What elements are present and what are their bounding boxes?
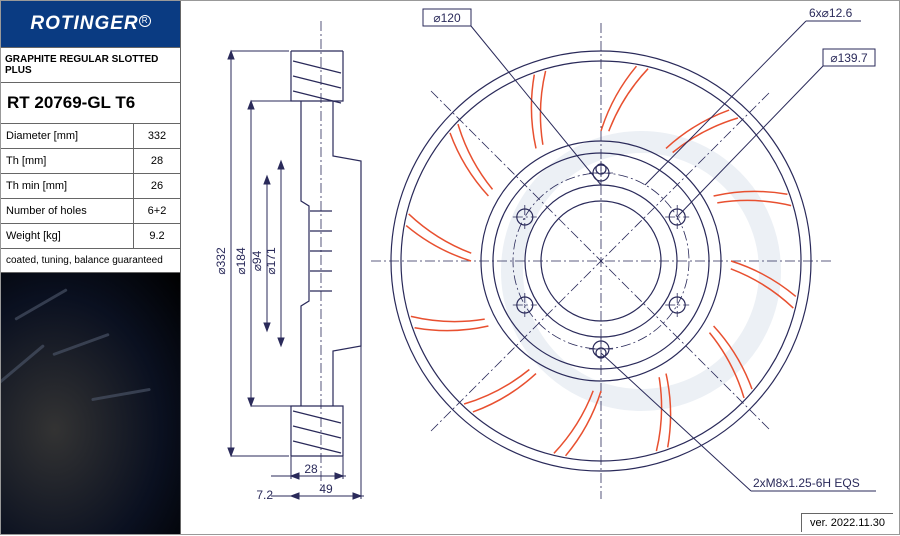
callout-thread: 2xM8x1.25-6H EQS — [753, 476, 860, 490]
spec-label: Th min [mm] — [1, 174, 134, 198]
drawing-svg: ⌀332 ⌀184 ⌀94 ⌀171 — [181, 1, 900, 536]
spec-label: Weight [kg] — [1, 224, 134, 248]
dim-center-bore: ⌀94 — [250, 250, 264, 271]
spec-value: 9.2 — [134, 224, 180, 248]
spec-value: 332 — [134, 124, 180, 148]
callout-center: ⌀120 — [433, 11, 461, 25]
spec-label: Th [mm] — [1, 149, 134, 173]
part-number: RT 20769-GL T6 — [1, 83, 180, 124]
spec-value: 6+2 — [134, 199, 180, 223]
spec-row: Diameter [mm] 332 — [1, 124, 180, 149]
spec-label: Number of holes — [1, 199, 134, 223]
spec-row: Th [mm] 28 — [1, 149, 180, 174]
callout-pcd: ⌀139.7 — [830, 51, 868, 65]
spec-value: 28 — [134, 149, 180, 173]
brand-name: ROTINGER — [30, 13, 138, 34]
dim-outer-d: ⌀332 — [214, 247, 228, 275]
product-type: GRAPHITE REGULAR SLOTTED PLUS — [1, 48, 180, 83]
registered-icon: R — [139, 15, 151, 27]
spec-row: Weight [kg] 9.2 — [1, 224, 180, 249]
dim-hub-depth: 49 — [319, 482, 333, 496]
spec-label: Diameter [mm] — [1, 124, 134, 148]
dim-offset: 7.2 — [256, 488, 273, 502]
notes: coated, tuning, balance guaranteed — [1, 249, 180, 273]
technical-drawing: ⌀332 ⌀184 ⌀94 ⌀171 — [181, 1, 899, 534]
front-view: ⌀120 6x⌀12.6 ⌀139.7 2xM8x1.25-6H EQS — [371, 6, 876, 499]
dim-bolt-ref: ⌀171 — [264, 247, 278, 275]
callout-bolt: 6x⌀12.6 — [809, 6, 853, 20]
brand-logo: ROTINGERR — [1, 1, 180, 48]
drawing-sheet: ROTINGERR GRAPHITE REGULAR SLOTTED PLUS … — [0, 0, 900, 535]
side-view: ⌀332 ⌀184 ⌀94 ⌀171 — [214, 21, 364, 502]
dim-thickness: 28 — [304, 462, 318, 476]
info-panel: ROTINGERR GRAPHITE REGULAR SLOTTED PLUS … — [1, 1, 181, 534]
spec-row: Th min [mm] 26 — [1, 174, 180, 199]
product-photo — [1, 273, 180, 534]
spec-row: Number of holes 6+2 — [1, 199, 180, 224]
version-label: ver. 2022.11.30 — [801, 513, 893, 532]
dim-hub-d: ⌀184 — [234, 247, 248, 275]
spec-value: 26 — [134, 174, 180, 198]
